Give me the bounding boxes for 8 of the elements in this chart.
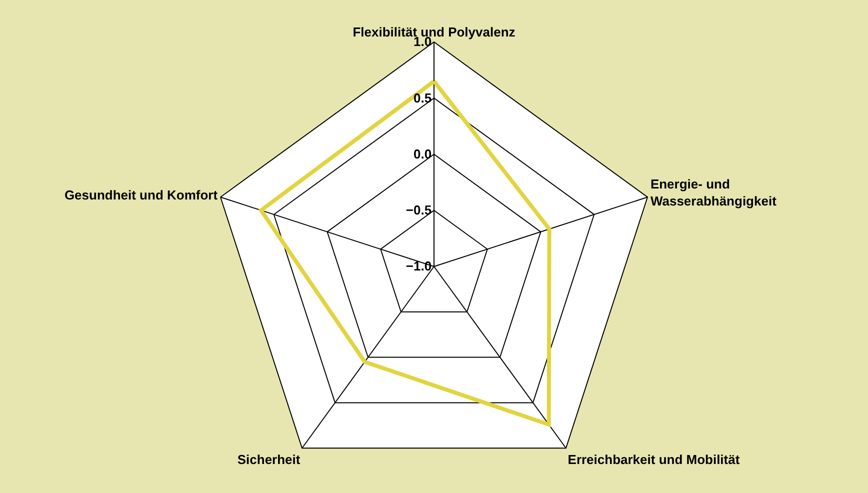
y-tick-label: 0.0 bbox=[413, 146, 432, 162]
spoke-label: Gesundheit und Komfort bbox=[64, 188, 218, 203]
spoke-label: Energie- und Wasserabhängigkeit bbox=[650, 176, 778, 209]
spoke-label: Sicherheit bbox=[237, 452, 301, 467]
y-tick-label: −0.5 bbox=[406, 202, 432, 218]
y-tick-label: 0.5 bbox=[413, 90, 432, 106]
spoke-label: Erreichbarkeit und Mobilität bbox=[568, 452, 740, 467]
y-tick-label: −1.0 bbox=[406, 258, 432, 274]
